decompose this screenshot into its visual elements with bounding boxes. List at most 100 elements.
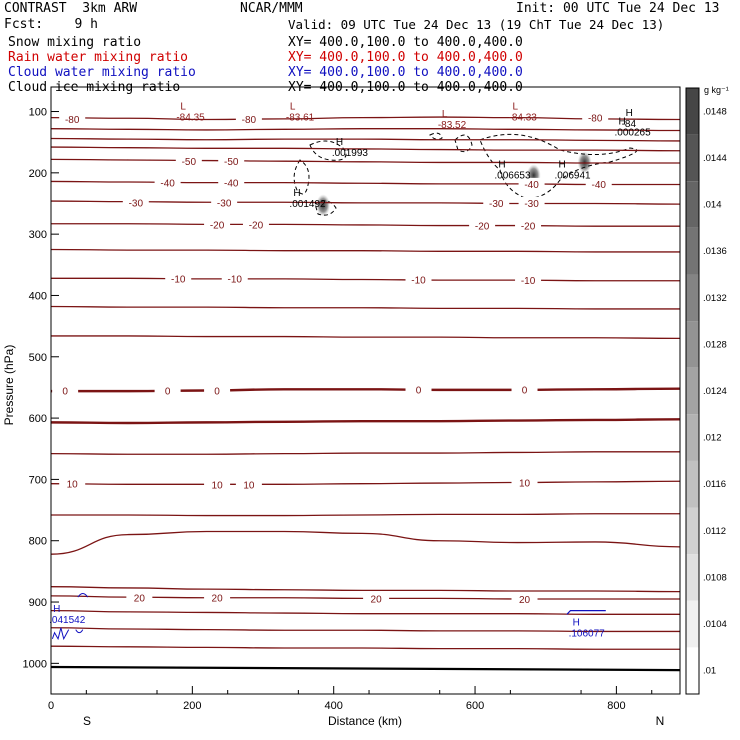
plot-frame (50, 86, 681, 695)
contour-label: 20 (371, 594, 383, 605)
contour-label: 10 (243, 480, 255, 491)
field-cloudwater-name: Cloud water mixing ratio (8, 65, 196, 80)
temperature-contour-line (50, 128, 681, 132)
init-time: Init: 00 UTC Tue 24 Dec 13 (516, 1, 720, 16)
cloud-ice-dashed-contour (429, 132, 443, 140)
contour-label: 0 (416, 385, 422, 396)
contour-label: 20 (212, 594, 224, 605)
colorbar-label: .0148 (703, 106, 727, 117)
contour-label: 20 (134, 594, 146, 605)
cloud-water-contour (51, 627, 70, 641)
temperature-contour-line (51, 335, 681, 340)
extremum-marker: L (442, 109, 448, 120)
extremum-marker: H (53, 604, 60, 615)
y-tick-label: 100 (29, 107, 47, 119)
surface-line (50, 665, 681, 672)
cloud-water-contour (75, 629, 84, 634)
contour-label: -50 (182, 157, 197, 168)
contour-label: -30 (524, 199, 539, 210)
contour-label: -40 (591, 180, 606, 191)
contour-label: -30 (129, 198, 144, 209)
y-axis-label: Pressure (hPa) (2, 345, 16, 426)
contour-label: -80 (242, 115, 257, 126)
colorbar-swatch (686, 460, 699, 508)
temperature-contour-line (50, 418, 681, 425)
field-snow-xy: XY= 400.0,100.0 to 400.0,400.0 (288, 35, 523, 50)
contour-label: -40 (224, 179, 239, 190)
colorbar-swatch (686, 134, 699, 182)
temperature-contour-line (50, 586, 681, 593)
temperature-contour-line (50, 158, 680, 164)
y-tick-label: 800 (29, 536, 47, 548)
colorbar-label: .0136 (703, 246, 727, 257)
colorbar-label: .0104 (703, 619, 727, 630)
x-tick-label: 400 (325, 700, 343, 712)
extremum-value: -84.35 (176, 113, 205, 124)
extremum-value: .006941 (554, 170, 591, 181)
cloud-ice-dashed-contour (314, 200, 337, 216)
contour-label: 0 (165, 387, 171, 398)
temperature-contour-line (50, 595, 680, 600)
contour-label: -10 (411, 276, 426, 287)
y-tick-label: 400 (29, 290, 47, 302)
temperature-contour-line (50, 200, 681, 205)
contour-label: -30 (489, 199, 504, 210)
forecast-hour: Fcst: 9 h (4, 17, 98, 32)
colorbar-swatch (686, 321, 699, 368)
colorbar-swatch (686, 600, 699, 648)
colorbar-label: .0144 (703, 153, 727, 164)
temperature-contour-line (50, 451, 680, 455)
colorbar-frame (685, 87, 700, 695)
colorbar-label: .0124 (703, 386, 727, 397)
extremum-marker: H (293, 188, 300, 199)
colorbar-label: .01 (703, 666, 716, 677)
colorbar-swatch (686, 554, 699, 601)
extremum-value: .001993 (332, 148, 369, 159)
field-cloudwater-xy: XY= 400.0,100.0 to 400.0,400.0 (288, 65, 523, 80)
temperature-contour-line (50, 146, 681, 152)
colorbar-label: .012 (703, 433, 722, 444)
extremum-value: -84.33 (509, 113, 538, 124)
field-rain-xy: XY= 400.0,100.0 to 400.0,400.0 (288, 50, 523, 65)
contour-label: -20 (210, 220, 225, 231)
temperature-contour-line (50, 137, 681, 142)
title-left: CONTRAST 3km ARW (4, 1, 138, 16)
colorbar-swatch (686, 88, 699, 135)
x-tick-label: 0 (48, 700, 54, 712)
extremum-marker: L (290, 102, 296, 113)
contour-label: -10 (171, 274, 186, 285)
contour-label: -80 (65, 115, 80, 126)
colorbar-label: .014 (703, 200, 722, 211)
contour-label: 10 (519, 478, 531, 489)
extremum-value: -83.52 (438, 120, 467, 131)
contour-label: -20 (249, 220, 264, 231)
contour-label: -80 (588, 114, 603, 125)
temperature-contour-line (51, 387, 681, 393)
extremum-marker: L (180, 102, 186, 113)
temperature-contour-line (50, 627, 680, 633)
contour-label: -10 (228, 274, 243, 285)
contour-label: 0 (214, 387, 220, 398)
extremum-marker: H (573, 617, 580, 628)
colorbar-swatch (686, 414, 699, 461)
y-tick-label: 200 (29, 168, 47, 180)
y-tick-label: 300 (29, 229, 47, 241)
contour-label: 0 (62, 387, 68, 398)
contour-label: -20 (521, 222, 536, 233)
contour-label: -40 (524, 180, 539, 191)
temperature-contour-line (51, 513, 680, 517)
temperature-contour-line (50, 480, 681, 485)
extremum-value: -83.61 (286, 113, 315, 124)
extremum-marker: H (498, 159, 505, 170)
temperature-contour-line (50, 530, 681, 555)
extremum-marker: H (626, 108, 633, 119)
extremum-value: .006653 (494, 170, 531, 181)
y-tick-label: 1000 (23, 658, 47, 670)
temperature-contour-line (50, 645, 680, 650)
extremum-value: .000265 (615, 127, 652, 138)
extremum-marker: H (619, 116, 626, 127)
colorbar-swatch (686, 274, 699, 322)
end-label-right: N (656, 714, 665, 728)
colorbar-swatch (686, 227, 699, 275)
